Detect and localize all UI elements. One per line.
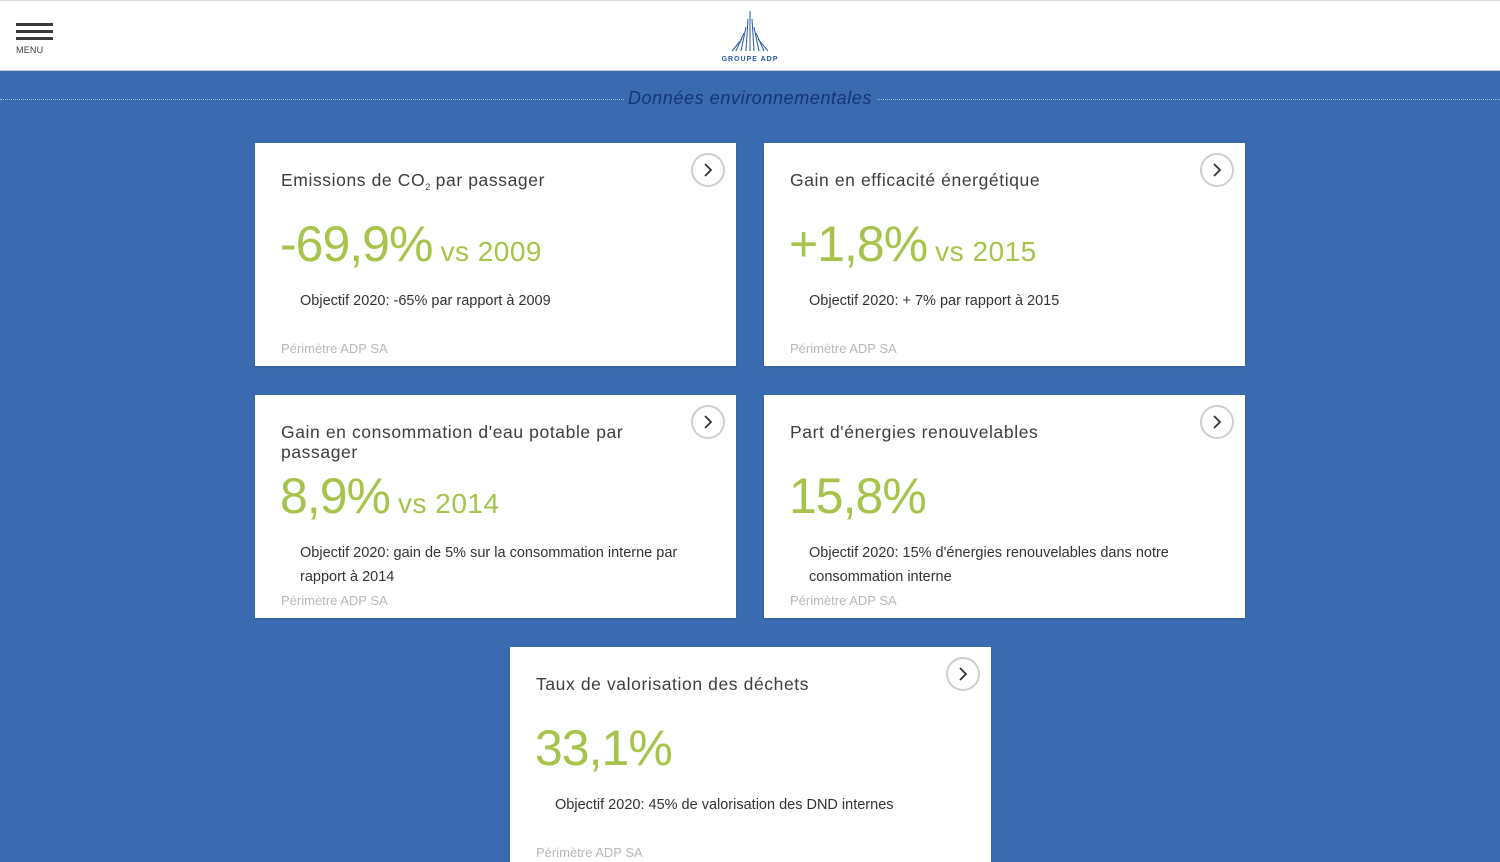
groupe-adp-logo[interactable]: GROUPE ADP <box>716 9 784 65</box>
section-title-text: Données environnementales <box>623 88 877 108</box>
card-title-subscript: 2 <box>425 182 431 192</box>
card-title: Gain en consommation d'eau potable par p… <box>281 422 624 462</box>
card-link-button[interactable] <box>1200 153 1234 187</box>
card-value: 33,1% <box>535 720 673 776</box>
hamburger-menu-icon <box>16 23 53 26</box>
card-title: Emissions de CO2 par passager <box>281 170 681 198</box>
card-title: Part d'énergies renouvelables <box>790 422 1039 442</box>
chevron-right-icon <box>959 667 968 681</box>
card-water-consumption[interactable]: Gain en consommation d'eau potable par p… <box>255 395 736 618</box>
card-comparison: vs 2009 <box>440 236 543 267</box>
chevron-right-icon <box>1213 415 1222 429</box>
card-objective: Objectif 2020: 15% d'énergies renouvelab… <box>809 545 1169 585</box>
card-title: Taux de valorisation des déchets <box>536 674 810 694</box>
card-link-button[interactable] <box>691 153 725 187</box>
groupe-adp-logo-icon <box>731 11 769 52</box>
card-link-button[interactable] <box>946 657 980 691</box>
logo-text: GROUPE ADP <box>721 56 779 63</box>
card-comparison: vs 2015 <box>935 236 1037 267</box>
card-waste-recovery[interactable]: Taux de valorisation des déchets 33,1% O… <box>510 647 991 862</box>
card-value: 8,9% <box>280 468 391 524</box>
card-objective: Objectif 2020: gain de 5% sur la consomm… <box>300 545 678 585</box>
card-objective: Objectif 2020: 45% de valorisation des D… <box>555 797 894 813</box>
card-title-text: Emissions de CO <box>281 170 426 190</box>
card-scope: Périmètre ADP SA <box>281 341 388 356</box>
card-objective: Objectif 2020: + 7% par rapport à 2015 <box>809 293 1060 309</box>
card-scope: Périmètre ADP SA <box>790 341 897 356</box>
card-energy-efficiency[interactable]: Gain en efficacité énergétique +1,8% vs 2… <box>764 143 1245 366</box>
card-title-suffix: par passager <box>430 170 546 190</box>
card-co2-emissions[interactable]: Emissions de CO2 par passager -69,9% vs 2… <box>255 143 736 366</box>
card-scope: Périmètre ADP SA <box>790 593 897 608</box>
card-value: -69,9% <box>280 216 433 272</box>
card-objective: Objectif 2020: -65% par rapport à 2009 <box>300 293 551 309</box>
menu-label: MENU <box>16 45 44 55</box>
chevron-right-icon <box>704 163 713 177</box>
card-comparison: vs 2014 <box>397 488 500 519</box>
section-title: Données environnementales <box>600 88 900 112</box>
card-value: 15,8% <box>789 468 927 524</box>
card-value-line: -69,9% vs 2009 <box>280 215 542 273</box>
card-link-button[interactable] <box>1200 405 1234 439</box>
hamburger-bar <box>16 37 53 40</box>
menu-button[interactable]: MENU <box>15 21 55 61</box>
card-renewable-energy[interactable]: Part d'énergies renouvelables 15,8% Obje… <box>764 395 1245 618</box>
chevron-right-icon <box>1213 163 1222 177</box>
card-scope: Périmètre ADP SA <box>281 593 388 608</box>
chevron-right-icon <box>704 415 713 429</box>
hamburger-bar <box>16 30 53 33</box>
card-title: Gain en efficacité énergétique <box>790 170 1041 190</box>
card-value-line: 8,9% vs 2014 <box>280 467 500 525</box>
card-value: +1,8% <box>789 216 928 272</box>
card-scope: Périmètre ADP SA <box>536 845 643 860</box>
card-value-line: 33,1% <box>535 719 680 777</box>
card-link-button[interactable] <box>691 405 725 439</box>
card-value-line: +1,8% vs 2015 <box>789 215 1037 273</box>
top-bar: MENU GROUPE ADP <box>0 0 1500 71</box>
card-value-line: 15,8% <box>789 467 934 525</box>
